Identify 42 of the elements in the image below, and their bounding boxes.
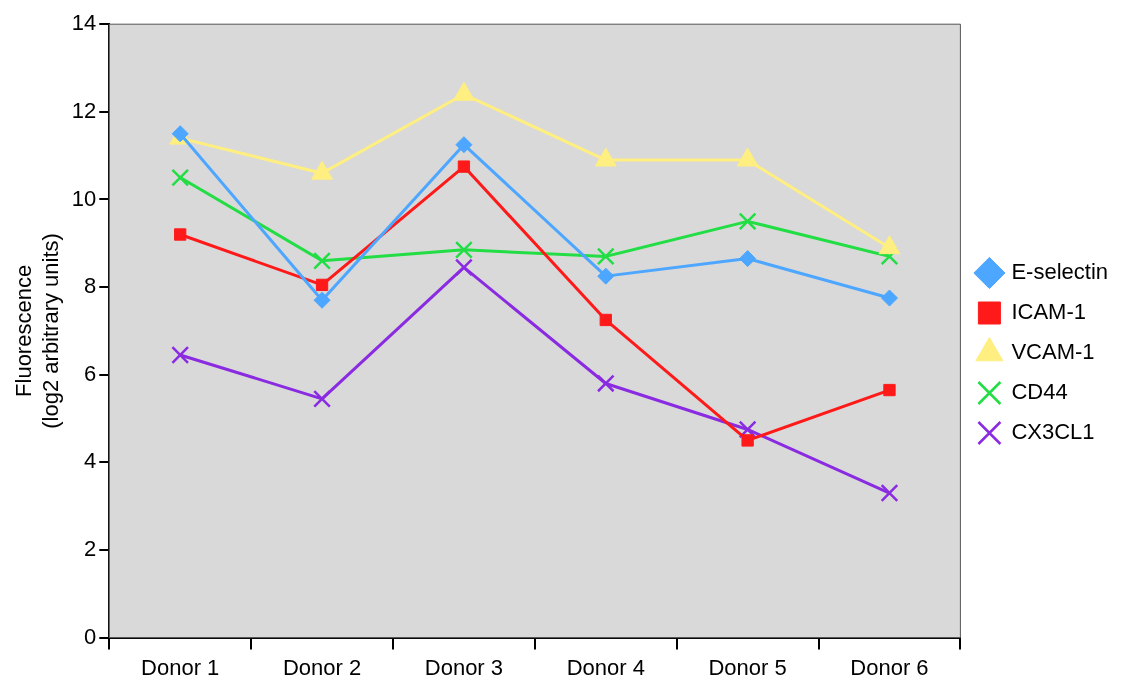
point: [313, 389, 332, 408]
point: [880, 289, 898, 307]
point: [741, 434, 754, 447]
point: [315, 278, 329, 292]
legend-label: ICAM-1: [1011, 299, 1086, 325]
x-tick-label: Donor 4: [566, 654, 645, 680]
point: [739, 250, 757, 268]
x-tick-label: Donor 1: [141, 654, 220, 680]
point: [599, 313, 612, 327]
point: [174, 228, 187, 241]
point: [313, 251, 332, 270]
x-tick-label: Donor 6: [850, 654, 929, 680]
x-tick-label: Donor 5: [708, 654, 787, 680]
point: [171, 168, 190, 187]
legend-label: VCAM-1: [1011, 339, 1095, 365]
point: [596, 374, 615, 393]
x-tick-label: Donor 3: [424, 654, 504, 680]
point: [454, 240, 473, 259]
legend-label: CD44: [1011, 379, 1068, 405]
point: [454, 258, 473, 277]
legend-label: CX3CL1: [1011, 419, 1095, 445]
y-tick-label: 8: [84, 273, 97, 299]
point: [738, 420, 757, 439]
point: [738, 212, 757, 231]
legend-label: E-selectin: [1011, 259, 1108, 285]
y-tick-label: 14: [71, 10, 97, 36]
point: [457, 160, 471, 173]
y-axis-title: Fluorescence (log2 arbitrary units): [11, 233, 63, 429]
point: [880, 483, 899, 503]
point: [597, 267, 615, 285]
point: [596, 247, 615, 266]
point: [313, 291, 331, 309]
x-tick-label: Donor 2: [282, 654, 362, 680]
y-tick-label: 0: [84, 623, 97, 649]
y-tick-label: 4: [84, 448, 97, 474]
point: [171, 345, 190, 365]
point: [455, 136, 473, 154]
y-tick-label: 12: [71, 97, 97, 123]
y-tick-label: 2: [84, 536, 97, 562]
y-tick-label: 6: [84, 360, 97, 386]
point: [883, 383, 896, 397]
y-tick-label: 10: [71, 185, 97, 211]
